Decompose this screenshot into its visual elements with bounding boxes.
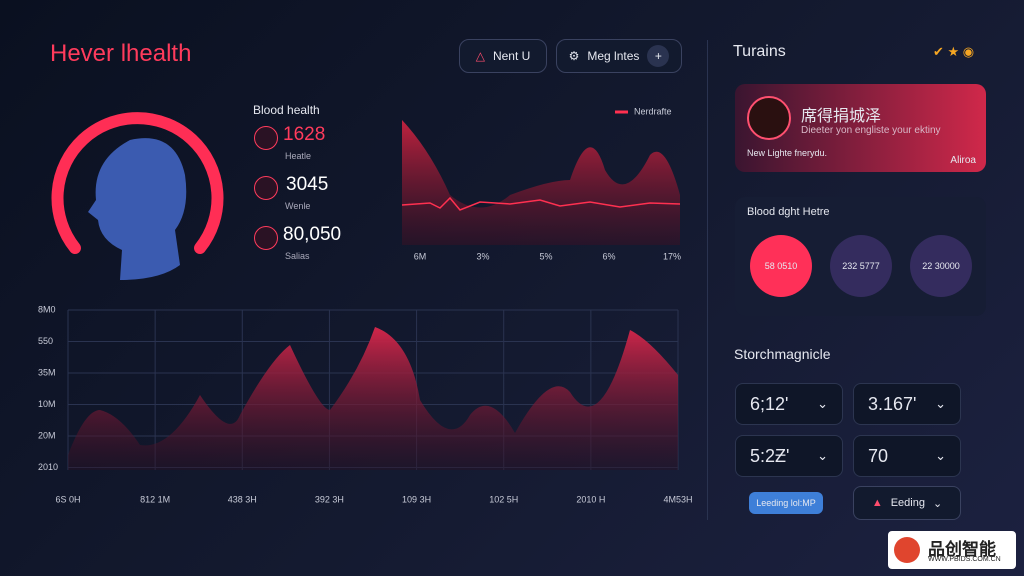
y-label: 35M [38, 367, 56, 377]
stat-label: Heatle [285, 151, 312, 161]
chevron: ⌄ [935, 448, 946, 463]
area [68, 327, 678, 470]
add-button[interactable]: + [647, 45, 670, 67]
stats-title: Blood health [253, 103, 320, 117]
button-label: Eeding [890, 497, 925, 509]
stat-icon [254, 126, 278, 150]
y-label: 2010 [38, 462, 58, 472]
stat-value: 1628 [283, 124, 326, 145]
stat-value: 80,050 [283, 224, 342, 245]
logo [894, 537, 920, 563]
line [401, 196, 681, 211]
area [402, 120, 680, 245]
metric-circle: 22 30000 [910, 235, 972, 297]
dropdown-value: 5:2Ƶ' [750, 445, 790, 466]
button-label: Nent U [492, 49, 531, 63]
button-label: Meg lntes [587, 49, 640, 63]
side-title: Turains [733, 43, 786, 60]
dropdown-value: 70 [868, 445, 889, 466]
legend-label: Nerdrafte [634, 106, 672, 116]
y-label: 550 [38, 336, 53, 346]
nav-button[interactable]: △ Nent U [459, 39, 547, 73]
ring [51, 112, 224, 254]
x-label: 438 3H [228, 494, 257, 504]
watermark: 品创智能 WWW.PBIDS.COM.CN [888, 531, 1016, 569]
x-label: 6M [414, 251, 427, 261]
profile-card[interactable]: 席得捐城泽 Dieeter yon engliste your ektiny N… [735, 84, 986, 172]
nav-button[interactable]: ⚙ Meg lntes + [556, 39, 682, 73]
dropdown[interactable]: 5:2Ƶ' ⌄ [735, 435, 843, 477]
x-label: 392 3H [315, 494, 344, 504]
x-label: 102 5H [489, 494, 518, 504]
metric-circle: 58 0510 [750, 235, 812, 297]
secondary-button[interactable]: ▲ Eeding ⌄ [853, 486, 961, 520]
dropdown[interactable]: 3.167' ⌄ [853, 383, 961, 425]
stat-value: 3045 [286, 174, 329, 195]
divider [707, 40, 708, 520]
mini-chart: Nerdrafte 6M 3% 5% 6% 17% [401, 106, 681, 261]
watermark-url: WWW.PBIDS.COM.CN [928, 556, 1001, 563]
y-label: 8M0 [38, 304, 56, 314]
panel-title: Blood dght Hetre [747, 206, 830, 218]
x-label: 2010 H [576, 494, 605, 504]
stat-label: Salias [285, 251, 310, 261]
stat-icon [254, 176, 278, 200]
main-chart: 8M0 550 35M 10M 20M 2010 6S 0H 812 1M 438 3H 392 … [38, 304, 693, 504]
card-name: 席得捐城泽 [801, 108, 882, 125]
card-tag: Aliroa [950, 155, 976, 166]
y-label: 20M [38, 430, 56, 440]
icons: ✔ ★ ◉ [933, 44, 975, 59]
chevron: ⌄ [935, 396, 946, 411]
x-label: 6% [602, 251, 615, 261]
metric-circle: 232 5777 [830, 235, 892, 297]
avatar [747, 96, 791, 140]
dropdown[interactable]: 70 ⌄ [853, 435, 961, 477]
dropdown-value: 3.167' [868, 393, 917, 414]
stat-label: Wenle [285, 201, 311, 211]
x-label: 812 1M [140, 494, 170, 504]
y-label: 10M [38, 399, 56, 409]
dropdown-value: 6;12' [750, 393, 789, 414]
stat-icon [254, 226, 278, 250]
x-label: 6S 0H [55, 494, 80, 504]
card-note: New Lighte fnerydu. [747, 148, 828, 158]
card-subtitle: Dieeter yon engliste your ektiny [801, 125, 941, 136]
chevron: ⌄ [817, 448, 828, 463]
watermark-name: 品创智能 [928, 540, 996, 559]
circle-panel: Blood dght Hetre 58 0510 232 5777 22 30000 [735, 197, 986, 316]
section-title: Storchmagnicle [734, 346, 831, 362]
app-title: Hever lhealth [50, 40, 192, 67]
x-label: 4M53H [663, 494, 692, 504]
head [88, 138, 187, 280]
chevron: ⌄ [817, 396, 828, 411]
dropdown[interactable]: 6;12' ⌄ [735, 383, 843, 425]
x-label: 3% [476, 251, 489, 261]
x-label: 17% [663, 251, 681, 261]
primary-button[interactable]: Leeding lol:MP [749, 492, 823, 514]
avatar-ring [51, 112, 224, 280]
x-label: 5% [539, 251, 552, 261]
x-label: 109 3H [402, 494, 431, 504]
